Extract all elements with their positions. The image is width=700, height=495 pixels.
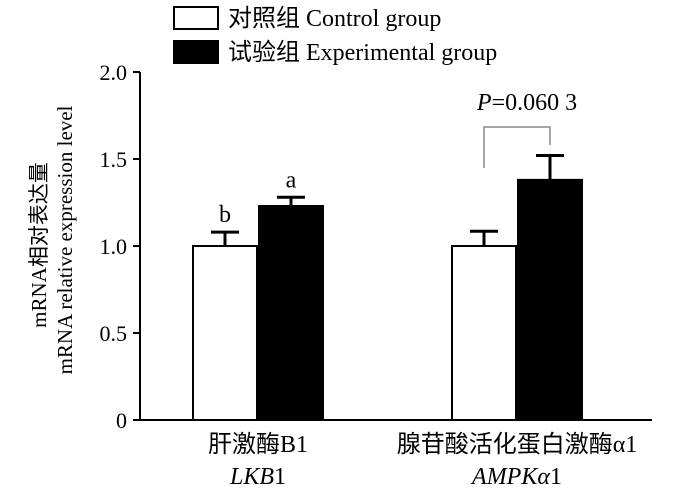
significance-letter: a — [286, 167, 297, 193]
y-tick-label: 0 — [116, 408, 127, 433]
bar — [517, 178, 583, 421]
bar — [451, 245, 517, 421]
significance-letter: b — [219, 202, 231, 228]
y-tick-label: 2.0 — [100, 60, 128, 85]
y-tick-label: 0.5 — [100, 321, 128, 346]
x-category-label-en-rest: 1 — [550, 464, 562, 490]
x-category-label-cn: 腺苷酸活化蛋白激酶α1 — [397, 431, 638, 458]
legend-swatch — [173, 40, 219, 64]
x-category-label-cn: 肝激酶B1 — [208, 431, 308, 458]
legend-label: 对照组 Control group — [228, 5, 441, 32]
bar — [192, 245, 258, 421]
y-axis-label-en: mRNA relative expression level — [53, 105, 77, 374]
x-category-label-en-rest: 1 — [274, 464, 286, 490]
p-value-symbol: P — [476, 90, 492, 116]
p-value-number: =0.060 3 — [492, 90, 578, 116]
legend-swatch — [173, 6, 219, 30]
y-tick-label: 1.5 — [100, 147, 128, 172]
x-category-label-en-italic: AMPKα — [470, 464, 550, 490]
x-category-label-en-italic: LKB — [229, 464, 274, 490]
bar — [258, 204, 324, 421]
x-category-label-en: LKB1 — [229, 464, 286, 490]
comparison-bracket — [483, 126, 551, 168]
y-axis-label-cn: mRNA相对表达量 — [27, 162, 51, 328]
legend-label: 试验组 Experimental group — [228, 39, 497, 66]
y-tick-label: 1.0 — [100, 234, 128, 259]
p-value-label: P=0.060 3 — [476, 90, 577, 116]
x-category-label-en: AMPKα1 — [470, 464, 562, 490]
